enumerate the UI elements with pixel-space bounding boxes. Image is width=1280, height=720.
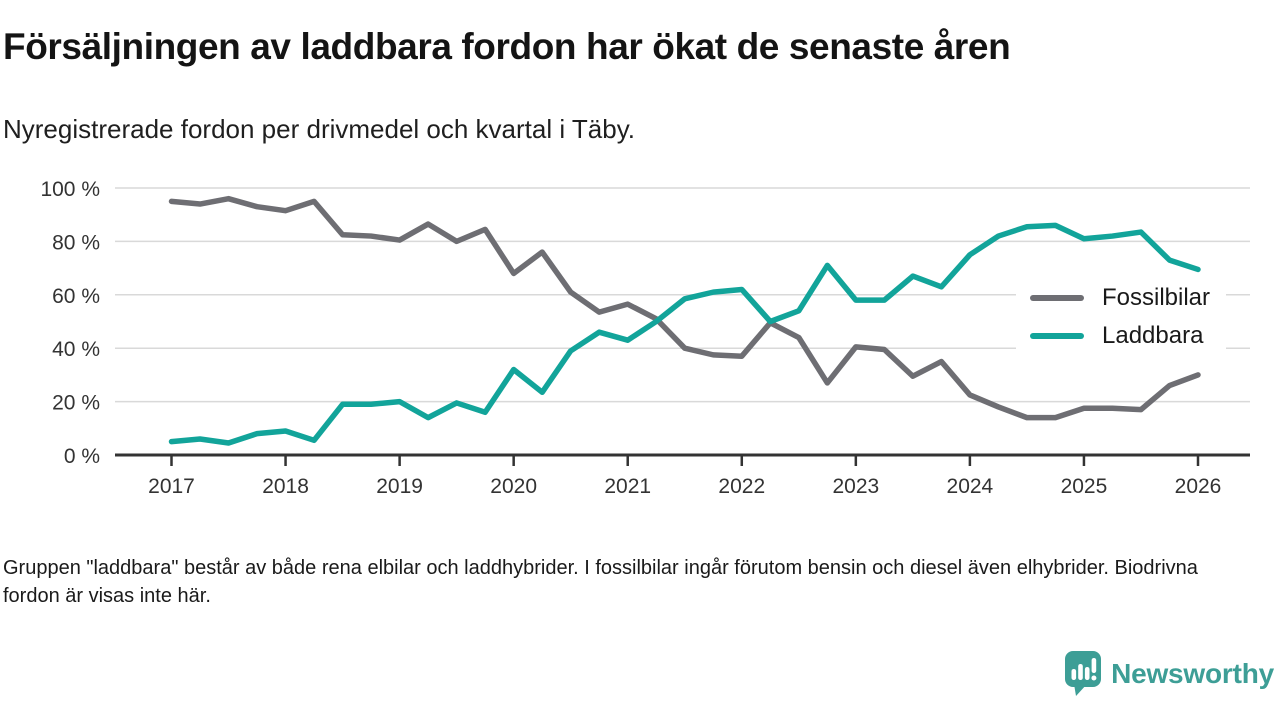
svg-text:2022: 2022 bbox=[718, 475, 765, 498]
svg-text:60 %: 60 % bbox=[52, 285, 100, 308]
svg-text:2025: 2025 bbox=[1061, 475, 1108, 498]
newsworthy-logo: Newsworthy bbox=[1064, 650, 1274, 698]
svg-text:100 %: 100 % bbox=[40, 178, 100, 201]
legend-row-laddbara: Laddbara bbox=[1030, 321, 1210, 350]
svg-text:40 %: 40 % bbox=[52, 338, 100, 361]
svg-text:2017: 2017 bbox=[148, 475, 195, 498]
svg-text:20 %: 20 % bbox=[52, 392, 100, 415]
chart-subtitle: Nyregistrerade fordon per drivmedel och … bbox=[3, 114, 635, 144]
svg-text:2018: 2018 bbox=[262, 475, 309, 498]
speech-bubble-bar-chart-icon bbox=[1065, 651, 1102, 696]
line-chart: 2017 2018 2019 2020 2021 2022 2023 2024 2025 2026… bbox=[0, 170, 1280, 510]
legend-row-fossilbilar: Fossilbilar bbox=[1030, 283, 1210, 312]
laddbara-line-swatch bbox=[1030, 332, 1084, 339]
chart-footnote: Gruppen "laddbara" består av både rena e… bbox=[3, 557, 1198, 607]
svg-text:2024: 2024 bbox=[947, 475, 994, 498]
svg-text:2023: 2023 bbox=[832, 475, 879, 498]
fossilbilar-legend-label: Fossilbilar bbox=[1102, 284, 1211, 311]
svg-text:2026: 2026 bbox=[1175, 475, 1222, 498]
chart-title: Försäljningen av laddbara fordon har öka… bbox=[3, 26, 1011, 67]
laddbara-legend-label: Laddbara bbox=[1102, 322, 1204, 349]
fossilbilar-line-swatch bbox=[1030, 294, 1084, 301]
svg-text:2019: 2019 bbox=[376, 475, 423, 498]
svg-text:2020: 2020 bbox=[490, 475, 537, 498]
newsworthy-logo-text: Newsworthy bbox=[1111, 658, 1274, 689]
chart-plot-area: 2017 2018 2019 2020 2021 2022 2023 2024 2025 2026… bbox=[40, 178, 1250, 498]
svg-text:80 %: 80 % bbox=[52, 231, 100, 254]
svg-text:2021: 2021 bbox=[604, 475, 651, 498]
chart-legend: Fossilbilar Laddbara bbox=[1016, 276, 1227, 359]
svg-text:0 %: 0 % bbox=[64, 445, 100, 468]
